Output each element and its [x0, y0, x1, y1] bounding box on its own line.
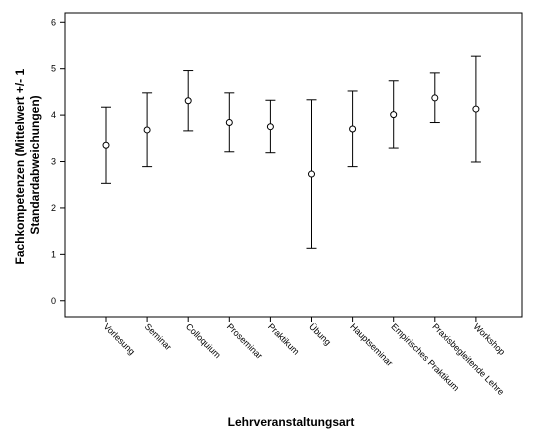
x-tick-label-5: Übung — [307, 321, 333, 347]
y-tick-label-6: 6 — [51, 17, 56, 27]
mean-point-8 — [431, 94, 439, 102]
y-axis-title-line-2: Standardabweichungen) — [28, 95, 42, 234]
x-tick-label-4: Praktikum — [266, 321, 301, 356]
x-tick-label-9: Workshop — [471, 321, 507, 357]
x-axis-ticks: Vorlesung Seminar Colloquium Proseminar Prak… — [102, 317, 507, 397]
x-tick-label-2: Colloquium — [184, 321, 223, 360]
mean-point-4 — [266, 123, 274, 131]
chart-marks — [101, 55, 481, 249]
y-tick-label-5: 5 — [51, 64, 56, 74]
mean-point-5 — [308, 170, 315, 178]
x-axis-title: Lehrveranstaltungsart — [228, 415, 355, 429]
mean-point-1 — [143, 126, 151, 134]
y-axis-title-line-1: Fachkompetenzen (Mittelwert +/- 1 — [13, 68, 27, 264]
x-tick-label-0: Vorlesung — [102, 321, 137, 356]
y-tick-label-4: 4 — [51, 110, 56, 120]
mean-point-6 — [349, 125, 357, 133]
mean-point-3 — [225, 119, 233, 127]
y-axis-ticks: 0 1 2 3 4 5 6 — [51, 17, 65, 306]
mean-point-9 — [472, 105, 480, 113]
y-tick-label-3: 3 — [51, 157, 56, 167]
x-tick-label-7: Empirisches Praktikum — [389, 321, 461, 393]
x-tick-label-3: Proseminar — [225, 321, 265, 361]
x-tick-label-6: Hauptseminar — [348, 321, 395, 368]
y-axis-title: Fachkompetenzen (Mittelwert +/- 1 Standa… — [13, 65, 42, 264]
plot-area — [64, 12, 523, 318]
y-tick-label-2: 2 — [51, 203, 56, 213]
y-tick-label-1: 1 — [51, 249, 56, 259]
y-tick-label-0: 0 — [51, 296, 56, 306]
mean-point-7 — [390, 111, 398, 119]
mean-point-2 — [184, 97, 192, 105]
x-tick-label-8: Praxisbegleitende Lehre — [430, 321, 506, 397]
mean-point-0 — [102, 141, 110, 149]
x-tick-label-1: Seminar — [143, 321, 174, 352]
